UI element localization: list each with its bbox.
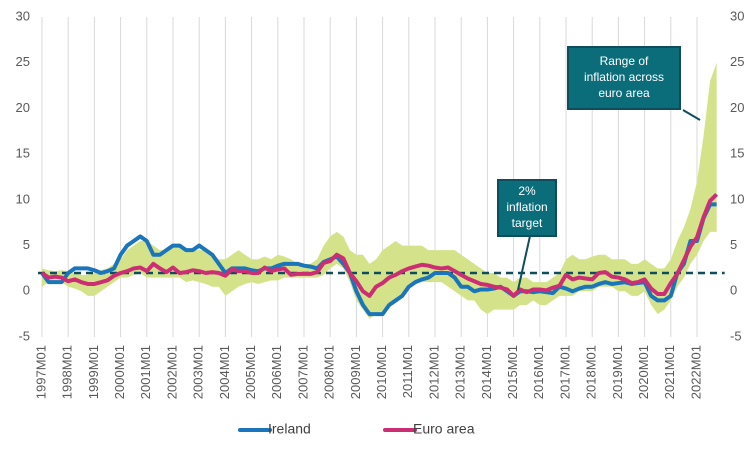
y-tick-label: 10 xyxy=(16,191,30,206)
x-tick-label: 2022M01 xyxy=(688,345,703,399)
x-tick-label: 2003M01 xyxy=(191,345,206,399)
y2-tick-label: 30 xyxy=(730,8,744,23)
x-tick-label: 2017M01 xyxy=(557,345,572,399)
y-tick-label: 30 xyxy=(16,8,30,23)
annotation-text: inflation xyxy=(506,200,547,214)
y2-tick-label: 15 xyxy=(730,146,744,161)
annotation-pointer xyxy=(517,235,531,291)
x-tick-label: 2001M01 xyxy=(138,345,153,399)
x-tick-label: 1999M01 xyxy=(86,345,101,399)
x-tick-label: 2016M01 xyxy=(531,345,546,399)
series-line xyxy=(40,192,719,298)
x-tick-label: 2020M01 xyxy=(636,345,651,399)
y2-tick-label: 25 xyxy=(730,54,744,69)
y-tick-label: 20 xyxy=(16,100,30,115)
y-tick-label: 15 xyxy=(16,146,30,161)
annotation-box xyxy=(497,179,557,237)
x-tick-label: 1997M01 xyxy=(33,345,48,399)
x-tick-label: 2010M01 xyxy=(374,345,389,399)
annotation-text: euro area xyxy=(598,86,650,100)
x-tick-label: 2006M01 xyxy=(269,345,284,399)
x-tick-label: 2009M01 xyxy=(348,345,363,399)
x-tick-label: 2000M01 xyxy=(112,345,127,399)
y-tick-label: 5 xyxy=(23,237,30,252)
y-tick-label: -5 xyxy=(18,328,30,343)
y2-tick-label: -5 xyxy=(730,328,742,343)
legend-label: Euro area xyxy=(413,421,475,437)
x-tick-label: 2007M01 xyxy=(295,345,310,399)
x-tick-label: 1998M01 xyxy=(60,345,75,399)
x-tick-label: 2005M01 xyxy=(243,345,258,399)
y2-tick-label: 5 xyxy=(730,237,737,252)
legend-label: Ireland xyxy=(268,421,311,437)
x-tick-label: 2012M01 xyxy=(426,345,441,399)
y-tick-label: 25 xyxy=(16,54,30,69)
annotation-pointer xyxy=(682,109,701,121)
y2-tick-label: 0 xyxy=(730,283,737,298)
x-tick-label: 2004M01 xyxy=(217,345,232,399)
series-line xyxy=(40,202,717,317)
x-tick-label: 2019M01 xyxy=(610,345,625,399)
annotation-box xyxy=(567,46,681,110)
x-tick-label: 2002M01 xyxy=(164,345,179,399)
x-tick-label: 2013M01 xyxy=(453,345,468,399)
x-tick-label: 2015M01 xyxy=(505,345,520,399)
x-tick-label: 2018M01 xyxy=(584,345,599,399)
annotation-text: Range of xyxy=(600,54,649,68)
x-tick-label: 2011M01 xyxy=(400,345,415,398)
annotation-text: 2% xyxy=(518,184,536,198)
y2-tick-label: 10 xyxy=(730,191,744,206)
y-tick-label: 0 xyxy=(23,283,30,298)
annotation-text: target xyxy=(512,216,543,230)
x-tick-label: 2021M01 xyxy=(662,345,677,399)
annotation-text: inflation across xyxy=(584,70,664,84)
x-tick-label: 2014M01 xyxy=(479,345,494,399)
y2-tick-label: 20 xyxy=(730,100,744,115)
x-tick-label: 2008M01 xyxy=(322,345,337,399)
